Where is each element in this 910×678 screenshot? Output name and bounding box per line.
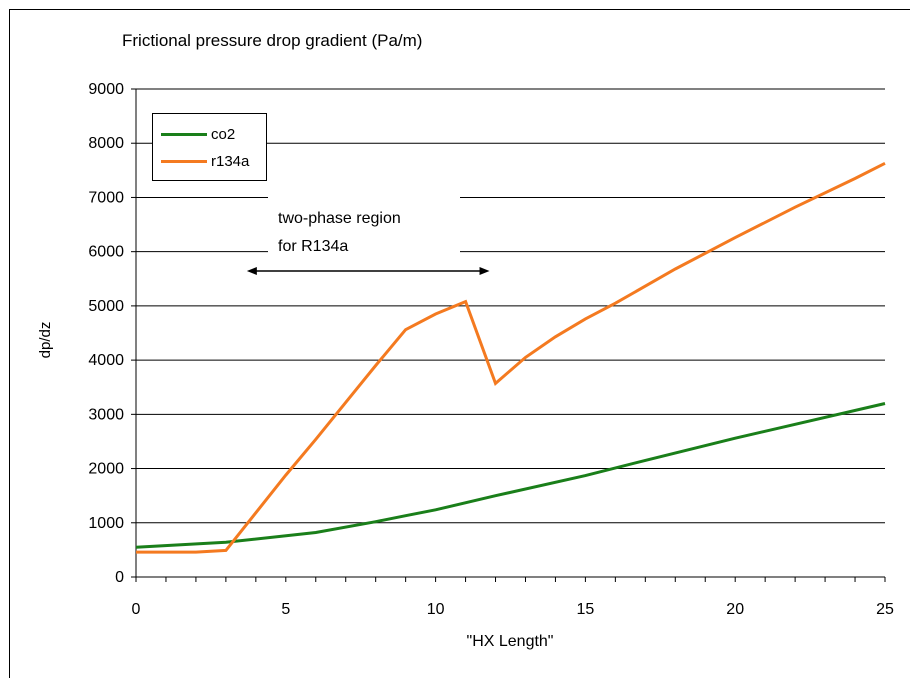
y-tick-label-9000: 9000: [88, 81, 124, 98]
legend-item-r134a: r134a: [161, 151, 249, 171]
chart-frame: [9, 9, 910, 678]
series-line-co2: [135, 402, 886, 549]
legend-label-r134a: r134a: [211, 152, 250, 170]
y-tick-label-1000: 1000: [88, 515, 124, 532]
x-tick-label-25: 25: [876, 601, 894, 618]
x-tick-label-0: 0: [132, 601, 141, 618]
x-axis-label: "HX Length": [466, 633, 554, 650]
legend-item-co2: co2: [161, 124, 235, 144]
y-tick-label-3000: 3000: [88, 406, 124, 423]
x-tick-label-10: 10: [427, 601, 445, 618]
y-tick-label-2000: 2000: [88, 461, 124, 478]
series-line-r134a: [136, 161, 886, 554]
legend: co2 r134a: [152, 113, 267, 181]
annotation-line-1: two-phase region: [278, 210, 401, 227]
y-axis-label: dp/dz: [36, 321, 54, 359]
y-tick-label-8000: 8000: [88, 135, 124, 152]
x-tick-label-5: 5: [281, 601, 290, 618]
legend-swatch-r134a: [161, 159, 207, 163]
annotation-arrowhead-left: [246, 267, 257, 275]
x-tick-label-15: 15: [577, 601, 595, 618]
y-tick-label-6000: 6000: [88, 244, 124, 261]
y-tick-label-4000: 4000: [88, 352, 124, 369]
annotation-two-phase-region: two-phase region for R134a: [278, 205, 401, 261]
y-tick-label-5000: 5000: [88, 298, 124, 315]
x-tick-label-20: 20: [726, 601, 744, 618]
annotation-backdrop: [268, 194, 460, 258]
y-tick-label-0: 0: [115, 569, 124, 586]
y-tick-label-7000: 7000: [88, 189, 124, 206]
annotation-arrowhead-right: [479, 267, 490, 275]
annotation-line-2: for R134a: [278, 238, 349, 255]
legend-swatch-co2: [161, 132, 207, 136]
chart-title: Frictional pressure drop gradient (Pa/m): [122, 31, 423, 50]
legend-label-co2: co2: [211, 125, 236, 143]
